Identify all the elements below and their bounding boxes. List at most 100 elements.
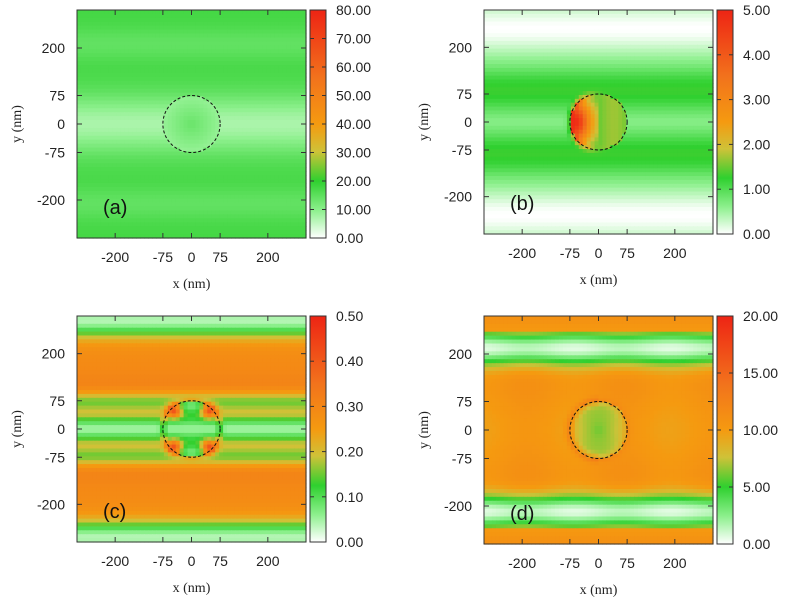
heatmap-cell — [242, 186, 248, 192]
heatmap-cell — [665, 44, 671, 50]
heatmap-cell — [681, 79, 686, 84]
heatmap-cell — [602, 44, 607, 50]
heatmap-cell — [266, 124, 272, 129]
heatmap-cell — [274, 171, 279, 176]
heatmap-cell — [155, 210, 161, 216]
heatmap-cell — [266, 206, 272, 212]
heatmap-cell — [80, 222, 86, 227]
heatmap-cell — [665, 60, 671, 65]
heatmap-cell — [215, 57, 220, 62]
heatmap-cell — [112, 21, 118, 27]
heatmap-cell — [100, 186, 106, 192]
heatmap-cell — [230, 234, 236, 239]
heatmap-cell — [484, 106, 489, 112]
heatmap-cell — [234, 159, 240, 164]
heatmap-cell — [302, 175, 307, 180]
heatmap-cell — [187, 76, 193, 82]
heatmap-cell — [219, 25, 224, 31]
heatmap-cell — [159, 143, 165, 149]
heatmap-cell — [634, 67, 639, 73]
heatmap-cell — [298, 218, 303, 223]
heatmap-cell — [227, 88, 232, 94]
heatmap-cell — [270, 49, 276, 54]
heatmap-cell — [124, 226, 129, 231]
heatmap-cell — [681, 33, 686, 38]
heatmap-cell — [685, 71, 690, 77]
heatmap-cell — [669, 102, 675, 108]
heatmap-cell — [120, 41, 125, 46]
heatmap-cell — [195, 65, 200, 70]
heatmap-cell — [136, 167, 141, 172]
heatmap-cell — [535, 10, 540, 15]
heatmap-cell — [144, 88, 149, 94]
heatmap-cell — [274, 57, 279, 62]
heatmap-cell — [507, 102, 513, 108]
heatmap-cell — [645, 91, 651, 96]
heatmap-cell — [523, 21, 529, 27]
heatmap-cell — [598, 25, 604, 30]
heatmap-cell — [92, 163, 98, 168]
heatmap-cell — [653, 10, 659, 15]
heatmap-cell — [230, 226, 236, 231]
heatmap-cell — [562, 67, 568, 73]
heatmap-cell — [152, 143, 157, 149]
heatmap-cell — [155, 65, 161, 70]
heatmap-cell — [566, 17, 572, 23]
heatmap-cell — [551, 98, 556, 104]
heatmap-cell — [183, 182, 189, 188]
heatmap-cell — [179, 80, 185, 86]
heatmap-cell — [84, 17, 90, 23]
heatmap-cell — [566, 37, 572, 42]
heatmap-cell — [104, 175, 110, 180]
heatmap-cell — [282, 167, 287, 172]
heatmap-cell — [622, 64, 627, 69]
heatmap-cell — [167, 190, 173, 196]
heatmap-cell — [697, 110, 702, 115]
heatmap-cell — [132, 72, 137, 78]
heatmap-cell — [203, 124, 208, 129]
heatmap-cell — [523, 83, 529, 88]
heatmap-cell — [484, 64, 489, 69]
heatmap-cell — [203, 171, 208, 176]
heatmap-cell — [626, 98, 631, 104]
heatmap-cell — [108, 108, 114, 113]
heatmap-cell — [128, 49, 133, 54]
heatmap-cell — [258, 100, 264, 105]
heatmap-cell — [649, 33, 655, 38]
heatmap-cell — [250, 41, 256, 46]
heatmap-cell — [215, 120, 220, 125]
heatmap-cell — [302, 159, 307, 164]
heatmap-cell — [677, 94, 683, 100]
heatmap-cell — [155, 182, 161, 188]
heatmap-cell — [634, 60, 639, 65]
heatmap-cell — [665, 110, 671, 115]
heatmap-cell — [195, 143, 200, 149]
colorbar-tick-label: 80.00 — [336, 2, 371, 18]
heatmap-cell — [227, 210, 232, 216]
heatmap-cell — [116, 155, 122, 160]
heatmap-cell — [132, 104, 137, 109]
heatmap-cell — [266, 179, 272, 184]
heatmap-cell — [163, 92, 169, 98]
heatmap-cell — [282, 131, 287, 137]
heatmap-cell — [100, 167, 106, 172]
heatmap-cell — [559, 10, 564, 15]
heatmap-cell — [610, 71, 615, 77]
heatmap-cell — [227, 131, 232, 137]
colorbar-tick-label: 10.00 — [336, 202, 371, 218]
heatmap-cell — [96, 167, 102, 172]
heatmap-cell — [618, 10, 623, 15]
heatmap-cell — [116, 21, 122, 27]
heatmap-cell — [547, 40, 552, 46]
heatmap-cell — [246, 61, 252, 66]
heatmap-cell — [661, 106, 667, 112]
heatmap-cell — [108, 175, 114, 180]
heatmap-cell — [258, 124, 264, 129]
heatmap-cell — [223, 61, 228, 66]
heatmap-cell — [163, 80, 169, 86]
heatmap-cell — [108, 37, 114, 43]
heatmap-cell — [551, 83, 556, 88]
heatmap-cell — [511, 17, 517, 23]
heatmap-cell — [262, 206, 268, 212]
heatmap-cell — [132, 61, 137, 66]
